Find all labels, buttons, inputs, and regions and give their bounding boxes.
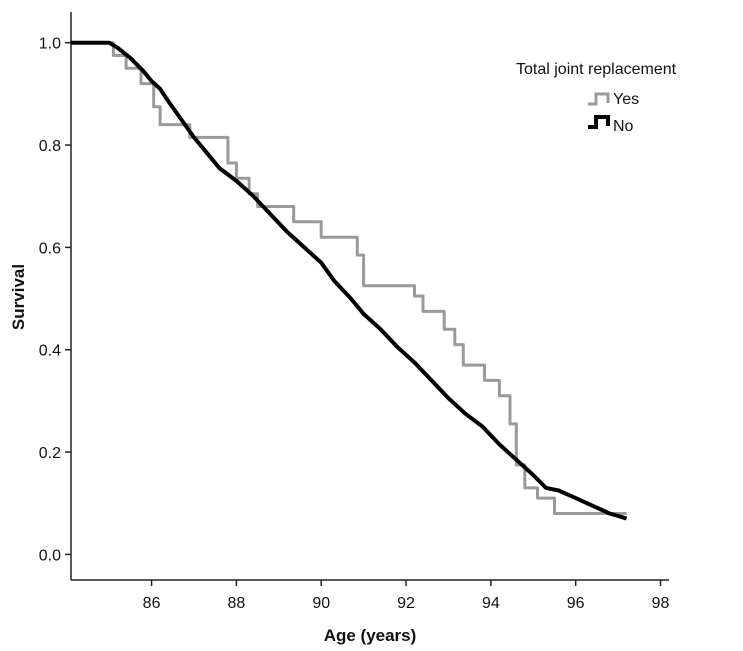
legend-label-no: No (613, 118, 634, 135)
y-tick-label: 0.2 (39, 445, 61, 462)
x-tick-label: 94 (482, 595, 500, 612)
y-tick-label: 1.0 (39, 36, 61, 53)
x-tick-label: 86 (143, 595, 161, 612)
y-tick-label: 0.0 (39, 547, 61, 564)
x-tick-label: 90 (312, 595, 330, 612)
x-tick-label: 96 (567, 595, 585, 612)
legend: Total joint replacement Yes No (516, 61, 677, 135)
legend-swatch-no (588, 115, 610, 129)
series-line-yes (71, 41, 627, 515)
y-tick-label: 0.4 (39, 343, 61, 360)
x-tick-label: 98 (652, 595, 670, 612)
y-tick-label: 0.8 (39, 138, 61, 155)
x-tick-label: 92 (397, 595, 415, 612)
legend-title: Total joint replacement (516, 61, 677, 78)
y-axis-title: Survival (9, 264, 28, 330)
legend-label-yes: Yes (613, 91, 639, 108)
legend-swatch-yes (588, 92, 610, 106)
x-tick-label: 88 (228, 595, 246, 612)
y-tick-label: 0.6 (39, 240, 61, 257)
series-lines (71, 40, 628, 521)
series-line-no (71, 40, 628, 521)
axes: 0.0 0.2 0.4 0.6 0.8 1.0 86 88 90 92 94 96 98 (39, 12, 670, 612)
x-axis-title: Age (years) (324, 626, 417, 645)
